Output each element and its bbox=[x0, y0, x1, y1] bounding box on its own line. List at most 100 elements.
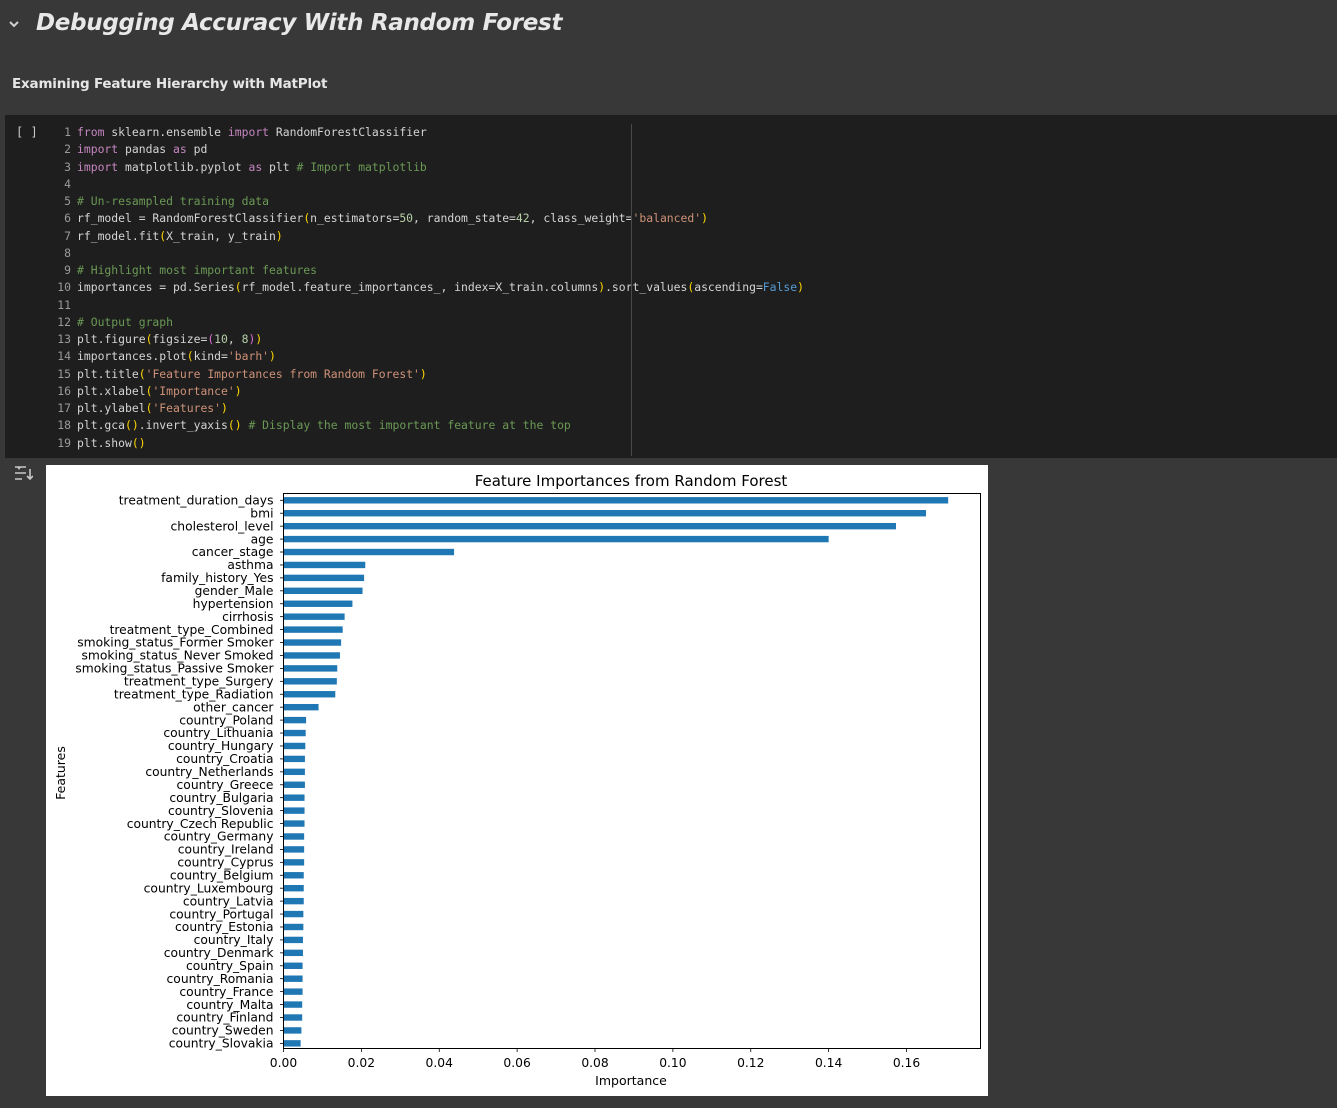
y-tick-label: smoking_status_Never Smoked bbox=[81, 649, 273, 663]
line-number: 16 bbox=[57, 383, 71, 398]
feature-importance-chart: Feature Importances from Random Forest I… bbox=[53, 472, 981, 1088]
code-token: ) bbox=[234, 383, 242, 398]
bar bbox=[283, 807, 305, 814]
code-token: ) bbox=[221, 401, 228, 415]
line-number: 4 bbox=[64, 176, 71, 191]
bar bbox=[283, 587, 363, 595]
bar bbox=[283, 949, 303, 957]
y-tick-label: country_Lithuania bbox=[163, 726, 273, 740]
bar bbox=[283, 639, 342, 646]
subheading: Examining Feature Hierarchy with MatPlot bbox=[12, 76, 328, 92]
y-tick-label: country_Croatia bbox=[176, 752, 273, 766]
code-token: # Un-resampled training data bbox=[77, 194, 270, 208]
bar bbox=[283, 962, 303, 969]
line-code: from sklearn.ensemble import RandomFores… bbox=[77, 124, 427, 141]
code-cell[interactable]: [ ] 1 from sklearn.ensemble import Random… bbox=[5, 115, 1337, 458]
line-code: plt.title('Feature Importances from Rand… bbox=[77, 366, 427, 383]
code-token: kind= bbox=[193, 349, 228, 364]
bar bbox=[283, 626, 343, 633]
line-number: 14 bbox=[57, 349, 71, 364]
code-token: figsize= bbox=[152, 332, 208, 346]
bar bbox=[283, 678, 337, 685]
run-cell-button[interactable]: [ ] bbox=[16, 125, 38, 139]
code-token: , class_weight= bbox=[529, 211, 633, 226]
code-token: , bbox=[227, 332, 242, 346]
output-toggle-icon[interactable] bbox=[13, 464, 33, 484]
code-token: ) bbox=[248, 332, 256, 346]
y-tick-label: country_France bbox=[179, 985, 273, 999]
line-number: 12 bbox=[57, 314, 71, 329]
bar bbox=[283, 885, 304, 892]
bar bbox=[283, 703, 319, 711]
code-token: 42 bbox=[515, 211, 530, 226]
bar bbox=[283, 497, 949, 504]
x-tick-label: 0.04 bbox=[426, 1056, 454, 1070]
code-token: as bbox=[248, 159, 263, 174]
code-token: rf_model = RandomForestClassifier bbox=[77, 211, 304, 226]
code-token: ( bbox=[145, 401, 153, 415]
code-token: , random_state= bbox=[413, 211, 516, 226]
y-tick-label: hypertension bbox=[193, 597, 274, 611]
bar bbox=[283, 1001, 303, 1008]
code-token: ( bbox=[145, 383, 153, 398]
y-tick-label: country_Slovenia bbox=[168, 804, 274, 818]
y-tick-label: treatment_duration_days bbox=[119, 494, 274, 508]
bar bbox=[283, 561, 366, 569]
line-number: 19 bbox=[57, 435, 71, 450]
line-code: rf_model = RandomForestClassifier(n_esti… bbox=[77, 210, 708, 227]
bar bbox=[283, 781, 305, 788]
y-tick-label: country_Czech Republic bbox=[127, 817, 274, 831]
code-token: 'balanced' bbox=[632, 211, 702, 226]
line-number: 11 bbox=[57, 297, 71, 312]
line-number: 6 bbox=[64, 211, 71, 226]
line-code: rf_model.fit(X_train, y_train) bbox=[77, 228, 283, 245]
bar bbox=[283, 910, 304, 918]
y-tick-label: country_Belgium bbox=[170, 868, 274, 882]
y-tick-label: asthma bbox=[227, 558, 273, 572]
line-code: plt.xlabel('Importance') bbox=[77, 383, 242, 400]
bar bbox=[283, 716, 307, 724]
line-number: 13 bbox=[57, 332, 71, 346]
code-token: 'barh' bbox=[227, 349, 270, 364]
code-token: False bbox=[762, 280, 798, 295]
y-tick-label: family_history_Yes bbox=[161, 571, 273, 585]
code-token: plt.title bbox=[77, 366, 139, 381]
bar bbox=[283, 1027, 302, 1034]
line-number: 9 bbox=[64, 263, 71, 277]
y-tick-label: country_Spain bbox=[186, 959, 274, 973]
plot-output: Feature Importances from Random Forest I… bbox=[46, 465, 988, 1096]
bars-group bbox=[283, 497, 949, 1047]
code-token: ( bbox=[159, 228, 167, 243]
bar bbox=[283, 755, 305, 763]
bar bbox=[283, 846, 305, 853]
y-tick-label: treatment_type_Radiation bbox=[114, 687, 274, 701]
code-token: ) bbox=[598, 280, 606, 295]
y-tick-label: country_Luxembourg bbox=[144, 881, 274, 895]
x-axis-label: Importance bbox=[595, 1073, 667, 1088]
code-token: ) bbox=[701, 211, 708, 226]
bar bbox=[283, 872, 304, 879]
chevron-down-icon[interactable] bbox=[7, 17, 21, 31]
y-tick-label: cancer_stage bbox=[192, 545, 274, 559]
y-tick-label: treatment_type_Surgery bbox=[124, 675, 274, 689]
y-ticks-group: treatment_duration_daysbmicholesterol_le… bbox=[75, 494, 284, 1051]
line-code: importances.plot(kind='barh') bbox=[77, 348, 276, 365]
code-token: # Output graph bbox=[77, 314, 174, 329]
line-number: 5 bbox=[64, 194, 71, 208]
code-token: ) bbox=[255, 332, 263, 346]
code-token: plt.xlabel bbox=[77, 383, 146, 398]
code-token: sklearn.ensemble bbox=[104, 125, 228, 139]
bar bbox=[283, 742, 306, 750]
code-token: import bbox=[227, 125, 270, 139]
x-tick-label: 0.16 bbox=[893, 1056, 921, 1070]
y-tick-label: country_Greece bbox=[177, 778, 274, 792]
code-token: n_estimators= bbox=[310, 211, 400, 226]
bar bbox=[283, 613, 345, 620]
x-tick-label: 0.12 bbox=[737, 1056, 764, 1070]
y-tick-label: cholesterol_level bbox=[171, 519, 274, 533]
line-number: 7 bbox=[64, 228, 71, 243]
code-token: () bbox=[131, 435, 146, 450]
bar bbox=[283, 548, 455, 556]
line-code: # Output graph bbox=[77, 314, 173, 331]
code-token: plt.show bbox=[77, 435, 132, 450]
